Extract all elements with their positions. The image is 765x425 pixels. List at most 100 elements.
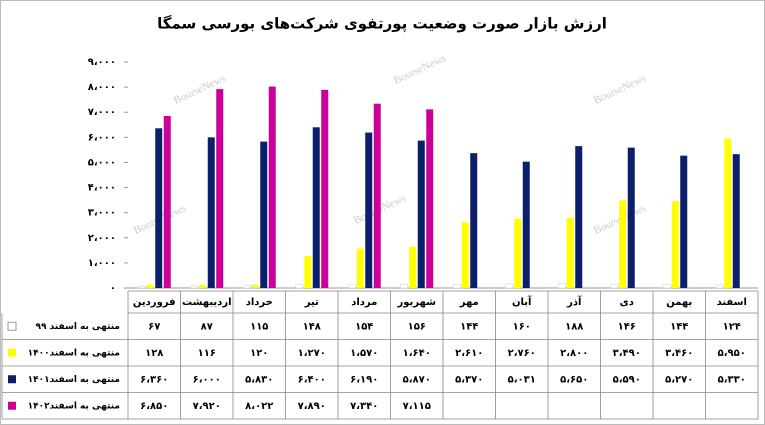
table-cell: ۱۵۶ <box>408 321 426 332</box>
bar <box>619 200 627 288</box>
table-cell: ۱،۶۴۰ <box>403 348 431 359</box>
y-tick-label: ۲،۰۰۰ <box>88 233 116 244</box>
bar <box>312 127 320 289</box>
table-cell: ۷،۳۴۰ <box>350 401 378 412</box>
bar <box>365 132 373 288</box>
table-cell: ۶،۳۶۰ <box>140 374 168 385</box>
table-cell: ۸،۰۲۲ <box>245 401 273 412</box>
bar <box>409 246 417 288</box>
bar <box>732 154 740 288</box>
table-cell: ۱۴۴ <box>670 321 688 332</box>
bar <box>321 89 329 288</box>
bar <box>522 161 530 288</box>
table-cell: ۱،۵۷۰ <box>350 348 378 359</box>
bar <box>190 285 198 289</box>
table-cell: ۵،۲۷۰ <box>665 374 693 385</box>
bar <box>663 284 671 289</box>
table-cell: ۲،۶۱۰ <box>455 348 483 359</box>
table-cell: ۱۴۸ <box>303 321 321 332</box>
bar <box>671 201 679 288</box>
table-cell: ۶،۸۵۰ <box>140 401 168 412</box>
bar <box>680 155 688 288</box>
y-tick-label: ۶،۰۰۰ <box>88 132 116 143</box>
legend-label: منتهی به اسفند ۹۹ <box>36 322 121 332</box>
category-label: مرداد <box>351 297 377 308</box>
table-cell: ۸۷ <box>201 321 213 332</box>
table-cell: ۷،۸۹۰ <box>298 401 326 412</box>
table-cell: ۵،۸۷۰ <box>403 374 431 385</box>
bar <box>417 140 425 288</box>
table-cell: ۱۴۶ <box>618 321 636 332</box>
bar <box>348 283 356 289</box>
table-cell: ۵،۳۳۰ <box>718 374 746 385</box>
table-cell: ۱۱۶ <box>198 348 216 359</box>
table-cell: ۱۸۸ <box>565 321 583 332</box>
table-cell: ۱۲۰ <box>250 348 268 359</box>
bar <box>566 217 574 288</box>
bar <box>627 147 635 288</box>
legend-label: منتهی به اسفند۱۴۰۱ <box>28 375 120 385</box>
bar <box>163 115 171 288</box>
legend-swatch <box>8 375 16 384</box>
bar <box>356 248 364 288</box>
table-cell: ۵،۸۳۰ <box>245 374 273 385</box>
table-cell: ۵،۹۵۰ <box>718 348 746 359</box>
table-cell: ۷،۱۱۵ <box>403 401 431 412</box>
y-tick-label: ۷،۰۰۰ <box>88 107 116 118</box>
bar <box>505 283 513 289</box>
table-cell: ۲،۷۶۰ <box>508 348 536 359</box>
table-cell: ۱،۲۷۰ <box>298 348 326 359</box>
table-cell: ۵،۶۵۰ <box>560 374 588 385</box>
bar <box>295 284 303 289</box>
bar <box>715 284 723 289</box>
bar <box>373 103 381 288</box>
table-cell: ۳،۴۶۰ <box>665 348 693 359</box>
table-cell: ۵،۳۷۰ <box>455 374 483 385</box>
legend-swatch <box>7 321 17 331</box>
table-cell: ۲،۸۰۰ <box>560 348 588 359</box>
bar <box>243 284 251 289</box>
y-tick-label: ۳،۰۰۰ <box>88 208 116 219</box>
chart-title: ارزش بازار صورت وضعیت پورتفوی شرکت‌های ب… <box>157 15 607 34</box>
category-label: اردیبهشت <box>182 297 232 308</box>
bar <box>575 146 583 288</box>
table-cell: ۱۲۸ <box>145 348 163 359</box>
bar <box>461 222 469 288</box>
bar <box>155 128 163 288</box>
category-label: دی <box>620 297 634 308</box>
bar <box>558 283 566 289</box>
y-tick-label: ۱،۰۰۰ <box>88 258 116 269</box>
y-tick-label: ۰ <box>110 283 116 294</box>
legend-swatch <box>8 348 16 357</box>
legend-swatch <box>8 401 16 410</box>
y-tick-label: ۸،۰۰۰ <box>88 82 116 93</box>
category-label: آبان <box>512 295 532 308</box>
bar <box>216 89 224 289</box>
table-cell: ۶۷ <box>148 321 160 332</box>
table-cell: ۶،۴۰۰ <box>298 374 326 385</box>
category-label: اسفند <box>717 297 747 308</box>
category-label: آذر <box>566 295 582 308</box>
table-cell: ۶،۰۰۰ <box>193 374 221 385</box>
bar <box>251 284 259 288</box>
bar <box>400 283 408 289</box>
legend-label: منتهی به اسفند۱۴۰۲ <box>28 401 120 411</box>
table-cell: ۵،۰۳۱ <box>508 374 536 385</box>
y-tick-label: ۴،۰۰۰ <box>88 183 116 194</box>
bar <box>610 284 618 289</box>
table-cell: ۱۴۴ <box>460 321 478 332</box>
table-cell: ۱۵۴ <box>355 321 373 332</box>
bar <box>268 86 276 288</box>
bar <box>260 141 268 288</box>
table-cell: ۷،۹۲۰ <box>193 401 221 412</box>
y-tick-label: ۵،۰۰۰ <box>88 157 116 168</box>
category-label: شهریور <box>397 297 437 308</box>
category-label: تیر <box>304 297 319 308</box>
category-label: بهمن <box>666 297 692 308</box>
bar <box>304 256 312 288</box>
bar <box>470 153 478 288</box>
table-cell: ۱۶۰ <box>513 321 531 332</box>
table-cell: ۶،۱۹۰ <box>350 374 378 385</box>
category-label: فروردین <box>133 297 176 308</box>
